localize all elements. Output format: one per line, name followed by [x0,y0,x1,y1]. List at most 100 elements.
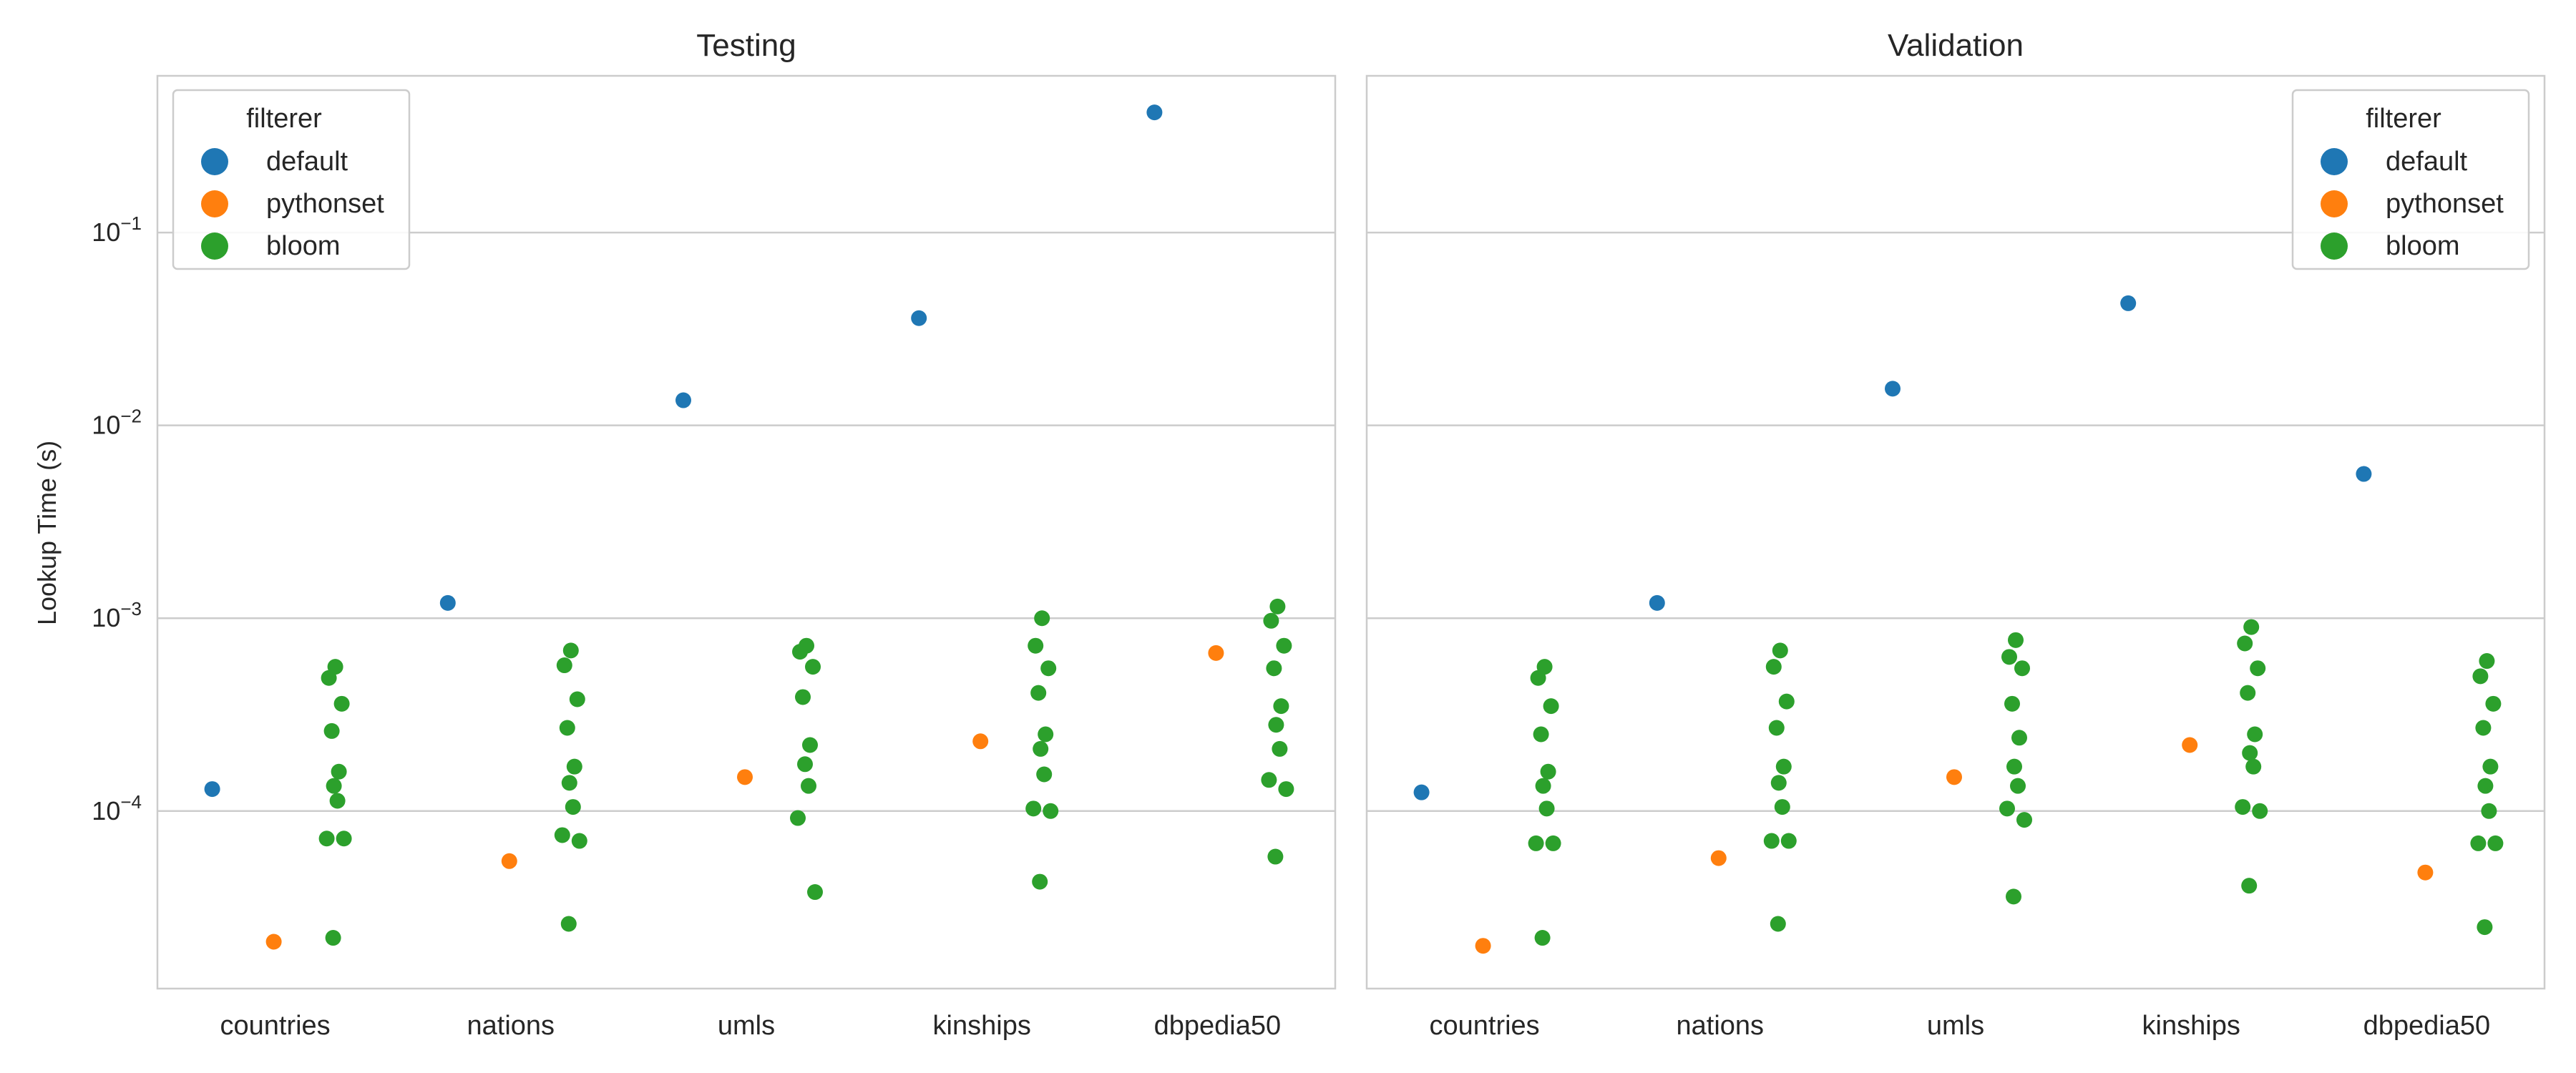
point-bloom-dbpedia50-3 [2475,720,2492,736]
point-bloom-kinships-3 [2240,685,2256,701]
legend-marker-pythonset [2321,190,2348,217]
point-bloom-countries-7 [318,831,335,847]
point-bloom-nations-6 [1774,799,1790,815]
point-bloom-dbpedia50-5 [2477,778,2494,794]
point-default-countries-0 [204,781,220,798]
x-tick-label-umls: umls [718,1011,775,1041]
series-bloom [1528,619,2504,946]
point-bloom-countries-6 [1538,800,1555,817]
point-bloom-countries-4 [1540,763,1556,780]
point-bloom-dbpedia50-6 [2481,803,2497,819]
point-bloom-nations-0 [1772,642,1788,659]
point-default-dbpedia50-0 [1146,104,1163,121]
x-tick-label-dbpedia50: dbpedia50 [1154,1011,1282,1041]
point-bloom-dbpedia50-7 [2470,835,2487,851]
point-bloom-dbpedia50-1 [2472,668,2489,685]
point-bloom-nations-4 [1775,758,1792,775]
panel-validation: Validation countries nations umls kinships db… [1365,28,2546,1041]
point-bloom-nations-0 [562,642,579,659]
legend-label-pythonset: pythonset [266,189,384,219]
point-bloom-dbpedia50-2 [1276,637,1292,654]
x-tick-label-kinships: kinships [2142,1011,2240,1041]
point-bloom-countries-2 [333,695,350,712]
point-bloom-countries-4 [331,763,347,780]
point-bloom-kinships-7 [1025,800,1042,817]
point-bloom-kinships-0 [1034,610,1050,627]
legend-label-default: default [266,147,348,177]
x-tick-label-kinships: kinships [933,1011,1031,1041]
point-bloom-kinships-6 [1036,766,1053,783]
point-bloom-umls-4 [802,737,818,753]
point-default-dbpedia50-0 [2356,466,2372,482]
point-bloom-kinships-2 [2250,660,2266,677]
point-bloom-kinships-1 [1028,637,1044,654]
point-bloom-umls-8 [2016,812,2032,828]
point-bloom-kinships-5 [1033,740,1049,757]
y-tick-label-1: 10−3 [92,598,142,632]
point-bloom-dbpedia50-3 [1266,660,1282,677]
legend-label-default: default [2386,147,2468,177]
point-pythonset-countries-0 [1475,938,1491,954]
point-bloom-nations-9 [1770,916,1786,932]
point-bloom-umls-1 [792,644,808,660]
point-bloom-umls-8 [807,884,823,901]
point-bloom-kinships-3 [1030,685,1047,701]
x-tick-label-nations: nations [467,1011,555,1041]
legend-label-bloom: bloom [2386,231,2460,261]
point-bloom-countries-9 [1534,930,1551,946]
legend-marker-bloom [201,232,228,260]
point-bloom-kinships-7 [2235,799,2251,815]
point-bloom-dbpedia50-1 [1263,612,1279,629]
point-bloom-kinships-4 [1038,726,1054,743]
point-bloom-nations-9 [560,916,577,932]
point-bloom-umls-0 [2008,632,2024,648]
legend-label-pythonset: pythonset [2386,189,2504,219]
point-pythonset-nations-0 [1710,850,1727,866]
point-default-umls-0 [1885,381,1901,397]
point-bloom-dbpedia50-9 [2477,919,2493,936]
point-bloom-dbpedia50-4 [2482,758,2499,775]
point-bloom-umls-2 [2014,660,2030,677]
series-default [204,104,1163,798]
legend-frame [2291,89,2530,270]
legend: filterer default pythonset bloom [172,89,411,270]
panels: 10−4 10−3 10−2 10−1 Testing countries nations u… [92,28,2546,1041]
point-bloom-nations-3 [559,720,575,736]
point-bloom-countries-2 [1543,698,1559,715]
point-default-nations-0 [439,594,456,611]
point-default-countries-0 [1413,784,1430,800]
point-bloom-umls-7 [790,810,806,826]
point-bloom-umls-6 [801,778,816,794]
point-bloom-countries-6 [329,793,346,809]
point-default-kinships-0 [2120,295,2137,311]
legend-marker-pythonset [201,190,228,217]
point-bloom-dbpedia50-8 [1278,781,1294,798]
point-bloom-nations-7 [554,827,570,843]
point-bloom-countries-3 [1533,726,1549,743]
series-bloom [318,598,1294,946]
legend-frame [172,89,411,270]
point-bloom-dbpedia50-4 [1273,698,1289,715]
point-bloom-nations-8 [1780,833,1797,849]
point-bloom-kinships-8 [2252,803,2268,819]
point-bloom-countries-5 [1535,778,1551,794]
y-axis-label: Lookup Time (s) [32,441,62,625]
series-pythonset [265,645,1224,950]
point-pythonset-umls-0 [1946,769,1962,785]
point-bloom-nations-2 [569,691,585,707]
point-bloom-dbpedia50-0 [2479,653,2495,670]
y-tick-label-3: 10−1 [92,212,142,247]
point-bloom-countries-1 [1530,670,1546,686]
legend-marker-default [201,148,228,175]
point-bloom-dbpedia50-5 [1268,717,1284,733]
point-bloom-umls-4 [2011,730,2027,746]
series-default [1413,295,2372,800]
point-default-kinships-0 [911,310,927,326]
point-bloom-dbpedia50-9 [1267,848,1284,865]
point-bloom-nations-1 [1765,659,1782,675]
legend-marker-bloom [2321,232,2348,260]
point-pythonset-umls-0 [737,769,753,785]
x-tick-label-countries: countries [220,1011,330,1041]
